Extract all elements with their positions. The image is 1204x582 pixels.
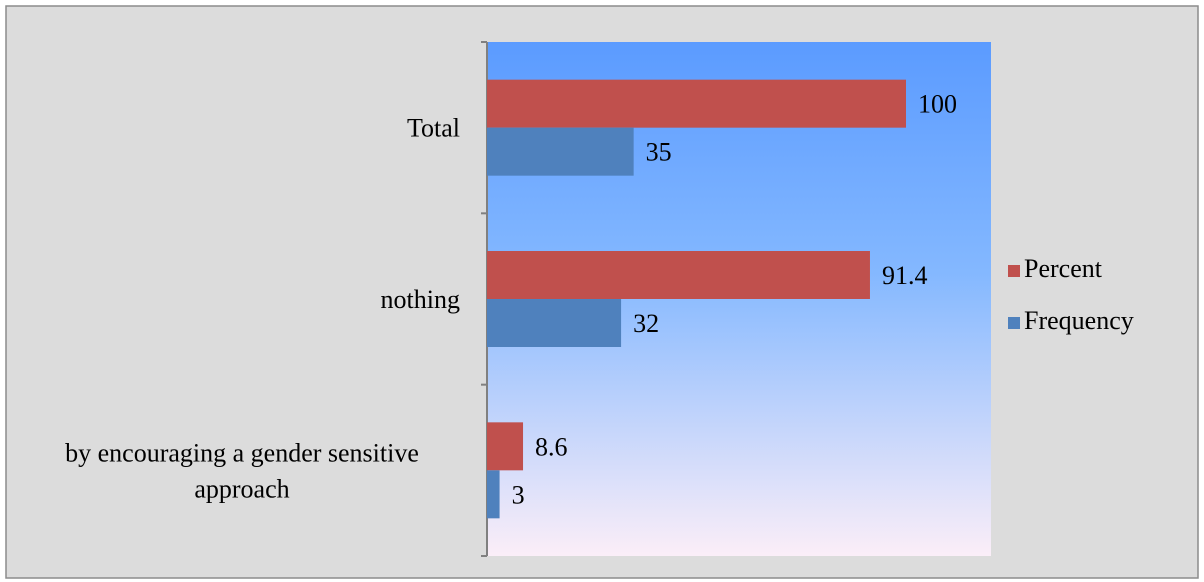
bar-percent-by-encouraging-a-gender-sensitive-approach [487,422,524,471]
category-label-by-encouraging-a-gender-sensitive-approach: by encouraging a gender sensitive approac… [65,438,419,503]
data-label-percent-by-encouraging-a-gender-sensitive-approach: 8.6 [535,432,568,461]
category-labels: Total nothing by encouraging a gender sens… [65,114,460,504]
bar-percent-total [487,79,906,128]
data-label-percent-nothing: 91.4 [882,261,928,290]
legend-label-percent: Percent [1024,254,1103,283]
legend-swatch-percent [1008,265,1020,277]
data-label-frequency-total: 35 [646,138,672,167]
data-label-frequency-nothing: 32 [633,309,659,338]
bar-frequency-total [487,127,634,176]
category-label-total: Total [407,114,460,143]
bars [487,79,906,519]
legend-label-frequency: Frequency [1024,306,1134,335]
legend: Percent Frequency [1008,254,1134,335]
legend-swatch-frequency [1008,317,1020,329]
bar-frequency-nothing [487,299,622,347]
bar-percent-nothing [487,251,870,299]
category-label-nothing: nothing [381,285,460,314]
data-labels: 100 35 91.4 32 8.6 3 [512,90,957,510]
data-label-percent-total: 100 [918,90,957,119]
data-label-frequency-by-encouraging-a-gender-sensitive-approach: 3 [512,480,525,509]
bar-frequency-by-encouraging-a-gender-sensitive-approach [487,470,500,519]
